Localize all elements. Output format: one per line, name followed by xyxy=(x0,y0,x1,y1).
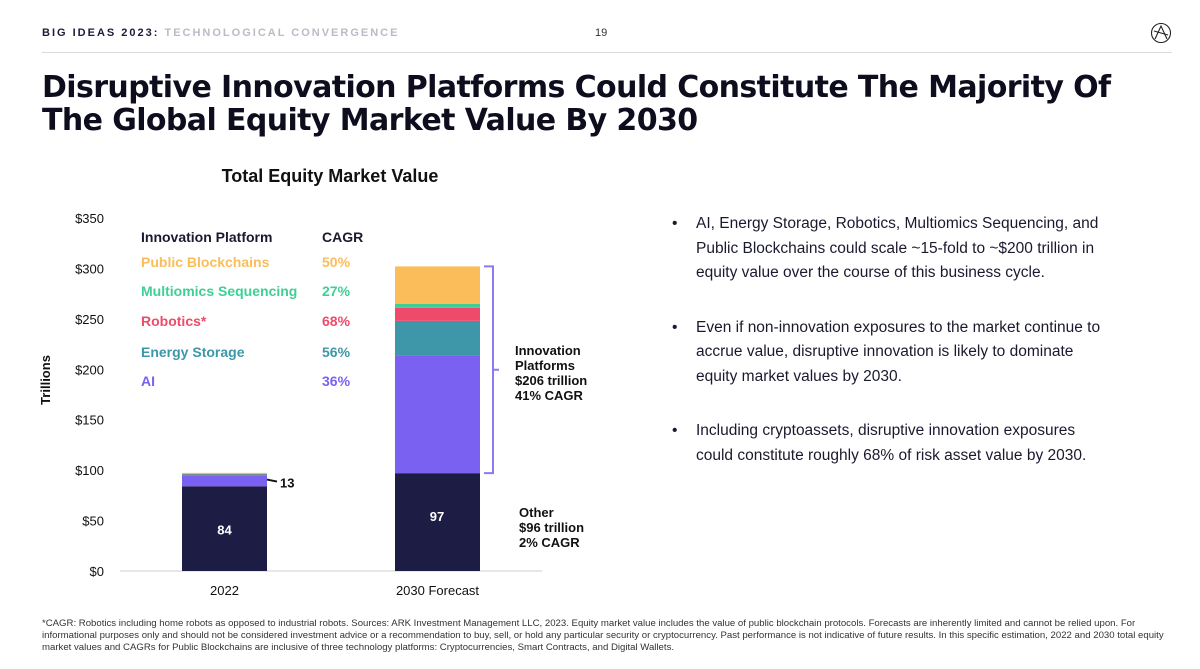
legend-item-label: Robotics* xyxy=(141,313,207,329)
y-tick-label: $100 xyxy=(75,463,104,478)
x-tick-label: 2030 Forecast xyxy=(396,583,479,598)
legend-item-label: AI xyxy=(141,373,155,389)
y-tick-label: $350 xyxy=(75,211,104,226)
y-tick-label: $150 xyxy=(75,413,104,428)
header-brand: BIG IDEAS 2023: xyxy=(42,27,160,39)
bullet-item: Even if non-innovation exposures to the … xyxy=(670,316,1110,390)
annotation-other-2030: 2% CAGR xyxy=(519,535,580,550)
legend-header-cagr: CAGR xyxy=(322,229,363,245)
header-label: BIG IDEAS 2023: TECHNOLOGICAL CONVERGENC… xyxy=(42,27,399,39)
bar-segment-public-blockchains xyxy=(395,266,480,304)
legend-item-label: Public Blockchains xyxy=(141,254,270,270)
bar-segment-public-blockchains xyxy=(182,472,267,474)
bullet-item: Including cryptoassets, disruptive innov… xyxy=(670,419,1110,468)
legend-header-platform: Innovation Platform xyxy=(141,229,272,245)
header-divider xyxy=(42,52,1172,53)
legend-item-label: Multiomics Sequencing xyxy=(141,283,297,299)
footnote: *CAGR: Robotics including home robots as… xyxy=(42,618,1164,654)
y-axis-label: Trillions xyxy=(38,355,53,405)
legend-item-label: Energy Storage xyxy=(141,344,245,360)
y-tick-label: $200 xyxy=(75,362,104,377)
y-tick-label: $0 xyxy=(90,564,104,579)
annotation-other-2030: $96 trillion xyxy=(519,520,584,535)
bar-segment-ai xyxy=(182,475,267,487)
header-subtitle: TECHNOLOGICAL CONVERGENCE xyxy=(164,27,400,39)
legend-item-cagr: 27% xyxy=(322,283,351,299)
annotation-innovation-2030: 41% CAGR xyxy=(515,388,584,403)
bar-segment-ai xyxy=(395,355,480,474)
page-title: Disruptive Innovation Platforms Could Co… xyxy=(42,70,1111,138)
bar-segment-energy-storage xyxy=(182,474,267,476)
annotation-innovation-2030: $206 trillion xyxy=(515,373,587,388)
y-tick-label: $250 xyxy=(75,312,104,327)
bar-segment-energy-storage xyxy=(395,320,480,356)
legend-item-cagr: 36% xyxy=(322,373,351,389)
stacked-bar-chart: Total Equity Market Value Trillions $0 $5… xyxy=(38,166,587,598)
y-tick-label: $300 xyxy=(75,261,104,276)
bar-segment-other xyxy=(395,473,480,571)
legend: Innovation Platform CAGR Public Blockcha… xyxy=(141,229,363,389)
y-tick-label: $50 xyxy=(82,514,104,529)
bar-value-label: 84 xyxy=(217,523,232,538)
bars: 84 97 xyxy=(182,266,480,571)
bar-segment-robotics xyxy=(395,307,480,321)
annotation-innovation-2030: Innovation xyxy=(515,343,581,358)
x-tick-label: 2022 xyxy=(210,583,239,598)
y-axis-ticks: $0 $50 $100 $150 $200 $250 $300 $350 xyxy=(75,211,104,579)
innovation-bracket xyxy=(484,265,499,475)
bullet-item: AI, Energy Storage, Robotics, Multiomics… xyxy=(670,212,1110,286)
legend-item-cagr: 56% xyxy=(322,344,351,360)
ark-logo-icon xyxy=(1150,22,1172,44)
page-number: 19 xyxy=(595,27,608,39)
chart-title: Total Equity Market Value xyxy=(222,166,439,186)
x-axis-ticks: 2022 2030 Forecast xyxy=(210,583,479,598)
annotation-innovation-2022: 13 xyxy=(280,476,294,491)
bullet-list: AI, Energy Storage, Robotics, Multiomics… xyxy=(670,212,1110,498)
legend-item-cagr: 68% xyxy=(322,313,351,329)
annotation-innovation-2030: Platforms xyxy=(515,358,575,373)
bar-segment-other xyxy=(182,486,267,571)
bar-segment-robotics xyxy=(182,473,267,475)
bar-segment-multiomics xyxy=(182,473,267,475)
bar-segment-multiomics xyxy=(395,303,480,308)
annotation-other-2030: Other xyxy=(519,505,554,520)
legend-item-cagr: 50% xyxy=(322,254,351,270)
annotation-leader-line xyxy=(266,478,278,483)
bar-value-label: 97 xyxy=(430,509,444,524)
